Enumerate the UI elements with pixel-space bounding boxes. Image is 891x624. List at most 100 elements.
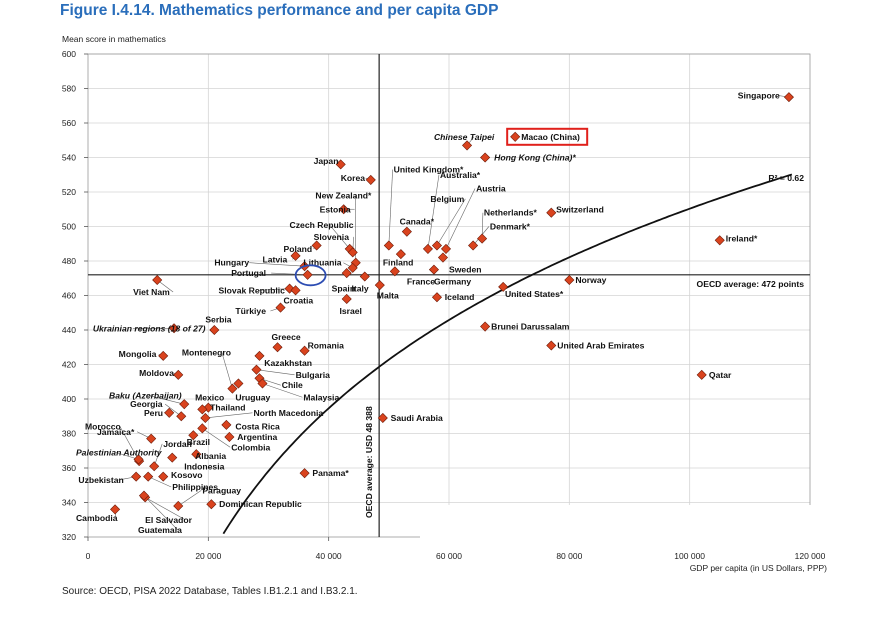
- point-marker: [377, 412, 388, 423]
- leader-line: [119, 426, 140, 462]
- point-label: Costa Rica: [235, 422, 280, 432]
- point-label: Montenegro: [182, 347, 231, 357]
- y-tick-label: 420: [62, 360, 76, 370]
- point-marker: [311, 240, 322, 251]
- point-marker: [510, 131, 521, 142]
- point-marker: [389, 266, 400, 277]
- portugal-highlight-circle: [294, 264, 327, 287]
- point-label: Hungary: [214, 258, 249, 268]
- point-label: Kazakhstan: [264, 358, 312, 368]
- point-label: North Macedonia: [253, 408, 323, 418]
- point-label: Cambodia: [76, 513, 118, 523]
- point-label: Saudi Arabia: [391, 413, 443, 423]
- oecd-average-gdp-label: OECD average: USD 48 388: [364, 406, 374, 518]
- point-marker: [302, 269, 313, 280]
- x-tick-label: 40 000: [316, 551, 342, 561]
- point-marker: [462, 140, 473, 151]
- point-marker: [480, 152, 491, 163]
- point-marker: [428, 264, 439, 275]
- point-label: Greece: [272, 332, 301, 342]
- x-axis-title: GDP per capita (in US Dollars, PPP): [690, 563, 827, 573]
- leader-line: [148, 476, 172, 488]
- leader-line: [153, 443, 163, 467]
- point-label: Guatemala: [138, 525, 182, 535]
- oecd-reference-lines: [88, 54, 810, 537]
- point-marker: [275, 302, 286, 313]
- point-label: Brunei Darussalam: [491, 322, 570, 332]
- point-marker: [359, 271, 370, 282]
- leader-line: [427, 174, 440, 249]
- leader-line: [388, 169, 393, 246]
- point-marker: [158, 350, 169, 361]
- point-marker: [200, 412, 211, 423]
- point-marker: [188, 430, 199, 441]
- point-label: Georgia: [130, 399, 163, 409]
- leader-line: [256, 369, 295, 376]
- point-label: Türkiye: [235, 306, 266, 316]
- point-label: Uruguay: [235, 392, 270, 402]
- point-label: Netherlands*: [484, 208, 538, 218]
- point-label: Germany: [434, 277, 471, 287]
- mask-bottom-right: [420, 505, 850, 541]
- point-label: Slovak Republic: [219, 285, 286, 295]
- point-marker: [138, 490, 149, 501]
- leader-line: [178, 490, 202, 507]
- point-label: Argentina: [237, 432, 277, 442]
- point-marker: [272, 342, 283, 353]
- point-label: Qatar: [709, 370, 732, 380]
- point-marker: [365, 174, 376, 185]
- point-marker: [173, 369, 184, 380]
- point-label: Dominican Republic: [219, 499, 302, 509]
- point-label: Peru: [144, 408, 163, 418]
- point-label: Paraguay: [202, 485, 241, 495]
- point-marker: [564, 274, 575, 285]
- point-marker: [546, 340, 557, 351]
- point-marker: [347, 262, 358, 273]
- leader-line: [202, 428, 231, 448]
- point-label: Italy: [352, 284, 369, 294]
- leader-line: [258, 288, 290, 291]
- point-label: France: [407, 277, 435, 287]
- y-tick-label: 320: [62, 532, 76, 542]
- point-marker: [338, 204, 349, 215]
- point-marker: [254, 350, 265, 361]
- point-label: Morocco: [85, 422, 121, 432]
- y-tick-label: 600: [62, 49, 76, 59]
- leader-line: [221, 352, 233, 389]
- leader-line: [271, 272, 308, 276]
- point-marker: [176, 411, 187, 422]
- source-note: Source: OECD, PISA 2022 Database, Tables…: [62, 586, 358, 597]
- y-tick-label: 580: [62, 84, 76, 94]
- point-marker: [440, 243, 452, 254]
- point-marker: [224, 431, 235, 442]
- point-label: Macao (China): [521, 132, 580, 142]
- point-marker: [422, 243, 433, 254]
- point-label: Korea: [341, 173, 366, 183]
- point-marker: [221, 419, 232, 430]
- point-label: Estonia: [320, 204, 351, 214]
- point-marker: [203, 402, 214, 413]
- point-label: Mexico: [195, 392, 224, 402]
- point-label: Austria: [476, 184, 506, 194]
- leader-line: [145, 497, 186, 521]
- point-label: Viet Nam: [133, 287, 170, 297]
- point-marker: [431, 240, 442, 251]
- point-label: Sweden: [449, 265, 481, 275]
- point-label: United Arab Emirates: [557, 341, 644, 351]
- point-label: Moldova: [139, 368, 174, 378]
- annotations: OECD average: 472 points R² = 0.62 OECD av…: [364, 173, 804, 518]
- point-label: Indonesia: [184, 461, 224, 471]
- x-tick-label: 20 000: [195, 551, 221, 561]
- point-marker: [335, 159, 346, 170]
- x-tick-label: 100 000: [674, 551, 705, 561]
- point-marker: [401, 226, 412, 237]
- y-tick-label: 460: [62, 291, 76, 301]
- point-label: New Zealand*: [315, 190, 372, 200]
- point-marker: [197, 423, 208, 434]
- point-label: United States*: [505, 289, 564, 299]
- highlights: [294, 127, 589, 287]
- y-axis-title: Mean score in mathematics: [62, 34, 166, 44]
- point-marker: [149, 461, 160, 472]
- point-label: Thailand: [210, 403, 245, 413]
